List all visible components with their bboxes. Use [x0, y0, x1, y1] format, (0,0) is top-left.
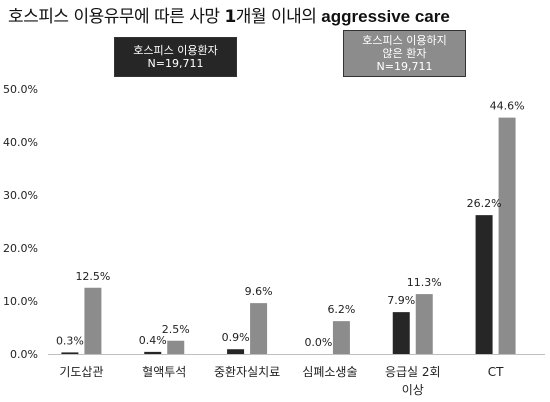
legend-non-hospice-count: N=19,711 — [376, 60, 433, 73]
x-tick-label: 혈액투석 — [142, 365, 186, 379]
bar — [144, 351, 162, 354]
bar — [392, 312, 410, 354]
bar — [84, 287, 102, 354]
legend-hospice-count: N=19,711 — [147, 57, 204, 70]
title-part-2: 1 — [224, 7, 236, 27]
y-tick-label: 40.0% — [3, 136, 38, 149]
y-tick-label: 50.0% — [3, 83, 38, 96]
bar — [332, 321, 350, 354]
legend-hospice-label: 호스피스 이용환자 — [133, 44, 218, 57]
x-tick-label: 중환자실치료 — [214, 365, 280, 379]
axis-layer: 0.0% 10.0% 20.0% 30.0% 40.0% 50.0% 기도삽관 혈액투석 중환자… — [3, 83, 545, 397]
data-label: 7.9% — [387, 294, 415, 307]
title-part-3: 개월 이내의 — [235, 7, 322, 27]
bar — [498, 117, 516, 355]
bars-layer — [61, 117, 516, 355]
y-tick-label: 0.0% — [10, 348, 38, 361]
chart-title: 호스피스 이용유무에 따른 사망 1개월 이내의 aggressive care — [8, 2, 450, 27]
labels-layer: 0.3% 12.5% 0.4%2.5% 0.9% 9.6% 0.0% 6.2% 7.9% 11.… — [56, 100, 525, 349]
data-label: 0.3% — [56, 334, 84, 347]
bar — [250, 303, 268, 354]
x-tick-label: 기도삽관 — [59, 365, 103, 379]
data-label: 6.2% — [327, 303, 355, 316]
data-label: 12.5% — [75, 270, 110, 283]
bar — [227, 349, 245, 354]
legend-non-hospice-label-1: 호스피스 이용하지 — [362, 34, 447, 47]
y-tick-label: 20.0% — [3, 242, 38, 255]
title-part-1: 호스피스 이용유무에 따른 사망 — [8, 7, 225, 27]
data-label: 0.9% — [222, 331, 250, 344]
bar — [61, 352, 79, 354]
data-label: 9.6% — [245, 285, 273, 298]
y-tick-label: 30.0% — [3, 189, 38, 202]
legend-non-hospice-users: 호스피스 이용하지 않은 환자 N=19,711 — [343, 30, 466, 77]
bar — [167, 340, 185, 354]
x-tick-label: 심폐소생술 — [302, 365, 357, 379]
x-tick-label: 응급실 2회 — [385, 365, 441, 379]
legend-non-hospice-label-2: 않은 환자 — [382, 47, 427, 60]
title-part-4: aggressive care — [321, 7, 450, 26]
x-tick-label: CT — [488, 365, 504, 379]
bar — [415, 294, 433, 354]
data-label: 0.4% — [139, 334, 167, 347]
bar — [475, 215, 493, 354]
data-label: 11.3% — [407, 276, 442, 289]
data-label: 26.2% — [467, 197, 502, 210]
data-label: 0.0% — [304, 336, 332, 349]
y-tick-label: 10.0% — [3, 295, 38, 308]
x-tick-label: 이상 — [402, 383, 424, 397]
data-label: 2.5% — [162, 323, 190, 336]
legend-hospice-users: 호스피스 이용환자 N=19,711 — [114, 37, 237, 77]
data-label: 44.6% — [490, 100, 525, 113]
